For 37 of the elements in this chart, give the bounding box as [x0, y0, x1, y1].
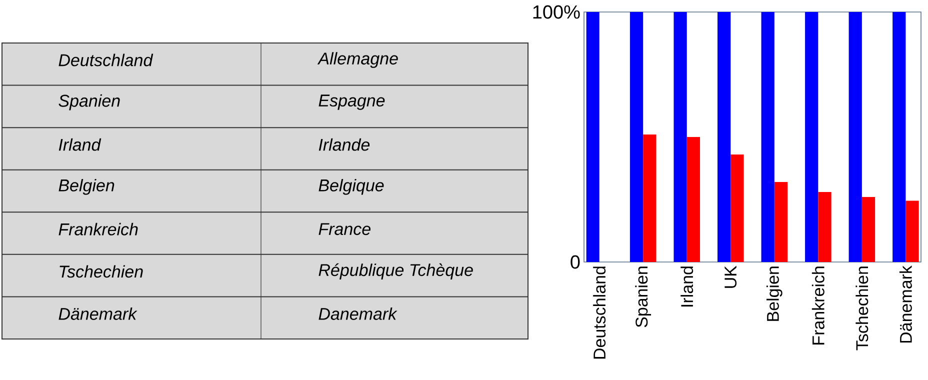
bar	[586, 12, 600, 262]
x-tick-label: UK	[724, 266, 737, 288]
bar	[730, 154, 744, 262]
text: République Tchèque	[318, 263, 473, 280]
text: Deutschland	[58, 54, 154, 66]
x-tick-label: Dänemark	[899, 266, 912, 343]
text: Danemark	[318, 307, 398, 320]
bar	[674, 12, 687, 262]
bar	[892, 12, 906, 262]
bar	[630, 12, 644, 262]
bar	[643, 134, 656, 262]
text: Allemagne	[317, 52, 398, 68]
x-tick-label: Irland	[680, 266, 694, 306]
y-tick-label: 100%	[533, 5, 580, 19]
bar	[717, 12, 731, 262]
text: Spanien	[58, 94, 120, 110]
text: Espagne	[318, 94, 385, 110]
x-tick-label: Frankreich	[812, 266, 824, 344]
bar	[848, 12, 862, 262]
y-tick-label: 0	[570, 255, 580, 269]
x-tick-label: Belgien	[766, 266, 782, 321]
bar	[818, 192, 832, 262]
bar	[774, 182, 788, 262]
bar	[761, 12, 774, 262]
text: France	[318, 223, 370, 236]
bar	[686, 137, 700, 262]
text: Belgique	[318, 178, 384, 195]
bar	[805, 12, 818, 262]
text: Irland	[58, 138, 102, 151]
x-tick-label: Spanien	[635, 266, 652, 328]
text: Belgien	[58, 178, 114, 195]
text: Irlande	[318, 138, 370, 151]
bar	[862, 197, 876, 262]
text: Frankreich	[58, 222, 138, 236]
x-tick-label: Deutschland	[593, 266, 606, 359]
x-tick-label: Tschechien	[856, 266, 868, 350]
bar	[906, 200, 919, 262]
